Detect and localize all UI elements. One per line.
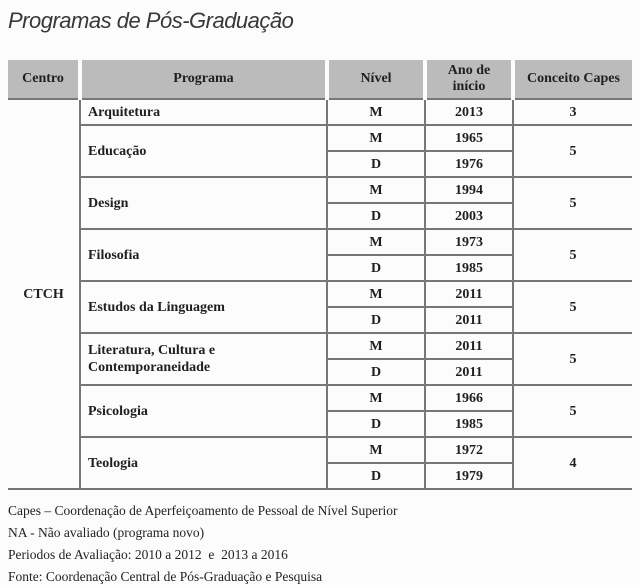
cell-nivel: D bbox=[326, 462, 426, 490]
table-row: Filosofia M 1973 5 bbox=[8, 228, 632, 282]
cell-ano-inicio: 1973 bbox=[424, 228, 514, 256]
header-row: Centro Programa Nível Ano de início Conc… bbox=[8, 60, 632, 100]
cell-ano-inicio: 2011 bbox=[424, 358, 514, 386]
cell-ano-inicio: 2011 bbox=[424, 306, 514, 334]
cell-programa: Estudos da Linguagem bbox=[79, 280, 328, 334]
cell-nivel: D bbox=[326, 410, 426, 438]
footnote-na: NA - Não avaliado (programa novo) bbox=[8, 525, 205, 540]
cell-programa: Educação bbox=[79, 124, 328, 178]
footnotes: Capes – Coordenação de Aperfeiçoamento d… bbox=[8, 503, 640, 585]
col-header-conceito-capes: Conceito Capes bbox=[511, 60, 632, 100]
cell-ano-inicio: 1972 bbox=[424, 436, 514, 464]
cell-ano-inicio: 2003 bbox=[424, 202, 514, 230]
document-page: Programas de Pós-Graduação Centro Progra… bbox=[8, 8, 632, 584]
cell-conceito-capes: 3 bbox=[512, 98, 632, 126]
cell-programa: Psicologia bbox=[79, 384, 328, 438]
table-row: Educação M 1965 5 bbox=[8, 124, 632, 178]
table-row: D 1985 bbox=[8, 254, 632, 282]
cell-nivel: M bbox=[326, 228, 426, 256]
cell-ano-inicio: 2011 bbox=[424, 280, 514, 308]
table-row: CTCH Arquitetura M 2013 3 bbox=[8, 98, 632, 490]
cell-nivel: M bbox=[326, 176, 426, 204]
cell-programa: Arquitetura bbox=[79, 98, 328, 126]
cell-conceito-capes: 5 bbox=[512, 228, 632, 282]
cell-ano-inicio: 1985 bbox=[424, 254, 514, 282]
table-row: Literatura, Cultura e Contemporaneidade M… bbox=[8, 332, 632, 386]
page-title: Programas de Pós-Graduação bbox=[8, 8, 294, 33]
cell-conceito-capes: 4 bbox=[512, 436, 632, 490]
col-header-nivel: Nível bbox=[325, 60, 425, 100]
cell-nivel: M bbox=[326, 280, 426, 308]
table-row: Estudos da Linguagem M 2011 5 bbox=[8, 280, 632, 334]
cell-nivel: M bbox=[326, 436, 426, 464]
cell-ano-inicio: 1979 bbox=[424, 462, 514, 490]
cell-nivel: D bbox=[326, 202, 426, 230]
cell-ano-inicio: 1994 bbox=[424, 176, 514, 204]
cell-nivel: D bbox=[326, 254, 426, 282]
cell-nivel: M bbox=[326, 98, 426, 126]
cell-programa: Design bbox=[79, 176, 328, 230]
cell-ano-inicio: 2011 bbox=[424, 332, 514, 360]
cell-conceito-capes: 5 bbox=[512, 176, 632, 230]
cell-nivel: D bbox=[326, 150, 426, 178]
cell-nivel: M bbox=[326, 384, 426, 412]
cell-ano-inicio: 1985 bbox=[424, 410, 514, 438]
cell-ano-inicio: 1966 bbox=[424, 384, 514, 412]
table-row: Teologia M 1972 4 bbox=[8, 436, 632, 490]
table-row: D 2003 bbox=[8, 202, 632, 230]
cell-nivel: D bbox=[326, 306, 426, 334]
cell-ano-inicio: 1976 bbox=[424, 150, 514, 178]
cell-conceito-capes: 5 bbox=[512, 280, 632, 334]
cell-conceito-capes: 5 bbox=[512, 332, 632, 386]
footnote-capes: Capes – Coordenação de Aperfeiçoamento d… bbox=[8, 503, 398, 518]
table-row: D 2011 bbox=[8, 306, 632, 334]
cell-centro: CTCH bbox=[8, 98, 81, 490]
col-header-centro: Centro bbox=[8, 60, 80, 100]
footnote-periodos: Periodos de Avaliação: 2010 a 2012 e 201… bbox=[8, 547, 288, 562]
table-row: D 1985 bbox=[8, 410, 632, 438]
col-header-programa: Programa bbox=[78, 60, 327, 100]
table-body: CTCH Arquitetura M 2013 3 Educação M 1965 5 D 1976… bbox=[8, 98, 632, 490]
table-row: D 1979 bbox=[8, 462, 632, 490]
cell-ano-inicio: 1965 bbox=[424, 124, 514, 152]
cell-ano-inicio: 2013 bbox=[424, 98, 514, 126]
table-row: Psicologia M 1966 5 bbox=[8, 384, 632, 438]
table-row: D 1976 bbox=[8, 150, 632, 178]
programs-table: Centro Programa Nível Ano de início Conc… bbox=[8, 60, 632, 490]
cell-nivel: M bbox=[326, 124, 426, 152]
cell-programa: Filosofia bbox=[79, 228, 328, 282]
table-row: D 2011 bbox=[8, 358, 632, 386]
cell-nivel: M bbox=[326, 332, 426, 360]
footnote-fonte: Fonte: Coordenação Central de Pós-Gradua… bbox=[8, 569, 323, 584]
cell-programa: Teologia bbox=[79, 436, 328, 490]
cell-programa: Literatura, Cultura e Contemporaneidade bbox=[79, 332, 328, 386]
cell-conceito-capes: 5 bbox=[512, 124, 632, 178]
col-header-ano-inicio: Ano de início bbox=[423, 60, 513, 100]
cell-conceito-capes: 5 bbox=[512, 384, 632, 438]
cell-nivel: D bbox=[326, 358, 426, 386]
table-row: Design M 1994 5 bbox=[8, 176, 632, 230]
